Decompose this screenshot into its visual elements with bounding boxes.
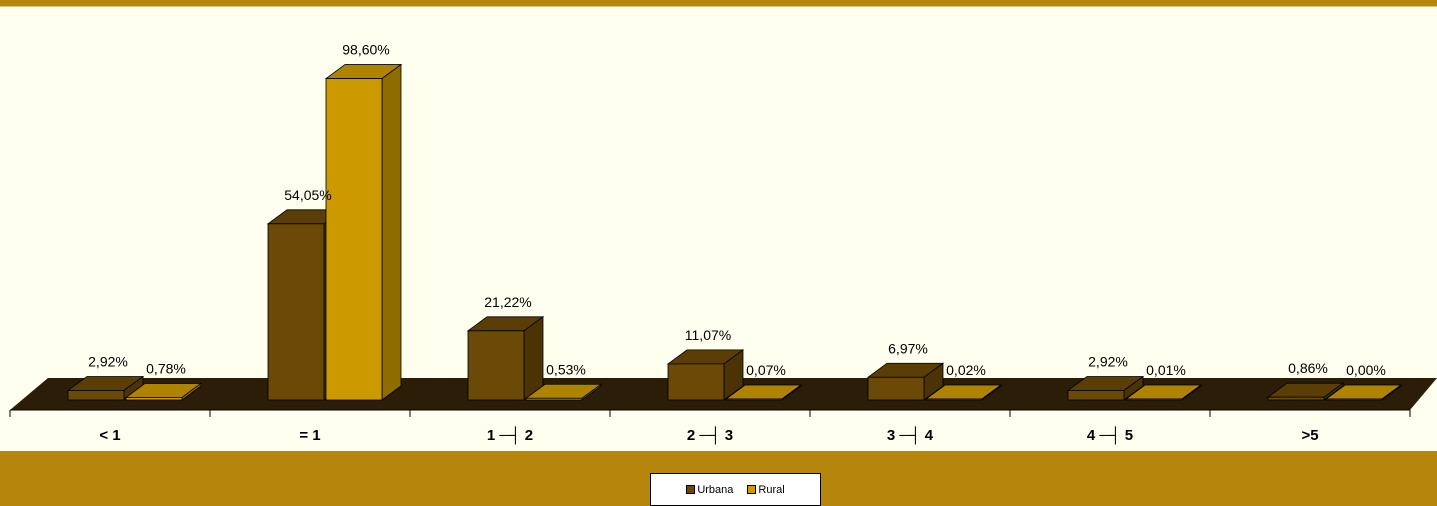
bar-urbana: [866, 362, 945, 401]
bar-urbana: [66, 375, 145, 401]
value-labels: 2,92% 0,78% 54,05% 98,60% 21,22% 0,53% 11,07% 0…: [88, 42, 1386, 378]
legend-swatch-urbana: [686, 485, 696, 494]
value-label: 0,07%: [746, 362, 786, 378]
legend-item-urbana: Urbana: [686, 484, 733, 496]
bar-front-face: [1267, 396, 1325, 401]
legend-label-urbana: Urbana: [697, 483, 734, 496]
category-label: 3 ─┤ 4: [887, 426, 934, 445]
value-label: 98,60%: [342, 42, 389, 58]
bar-front-face: [467, 330, 525, 401]
bar-front-face: [325, 78, 383, 401]
bar-urbana: [466, 316, 545, 401]
value-label: 2,92%: [1088, 353, 1128, 369]
bar-rural: [1124, 384, 1203, 401]
bar-rural: [1324, 384, 1403, 401]
bar-urbana: [1066, 375, 1145, 401]
bar-rural: [124, 382, 203, 401]
bar-front-face: [1067, 390, 1125, 401]
bar-front-face: [125, 397, 183, 401]
value-label: 0,78%: [146, 360, 186, 376]
value-label: 0,53%: [546, 361, 586, 377]
category-ticks: [9, 410, 1411, 417]
value-label: 0,02%: [946, 362, 986, 378]
bar-rural: [724, 384, 803, 401]
category-label: < 1: [99, 427, 120, 444]
bar-front-face: [1125, 398, 1183, 401]
bar-front-face: [525, 397, 583, 401]
bar-front-face: [267, 223, 325, 401]
bar-side-face: [381, 63, 402, 401]
legend-swatch-rural: [747, 485, 757, 494]
legend-label-rural: Rural: [758, 483, 785, 496]
bar-front-face: [925, 398, 983, 401]
legend-item-rural: Rural: [747, 483, 785, 496]
bar-rural: [524, 383, 603, 401]
category-label: 1 ─┤ 2: [487, 426, 533, 445]
bar-front-face: [667, 363, 725, 401]
category-label: 4 ─┤ 5: [1087, 426, 1133, 445]
value-label: 0,86%: [1288, 360, 1328, 376]
category-label: 2 ─┤ 3: [687, 426, 733, 445]
category-label: >5: [1301, 427, 1318, 444]
bar-front-face: [67, 390, 125, 401]
bar-front-face: [1325, 398, 1383, 401]
bar-rural: [924, 384, 1003, 401]
value-label: 6,97%: [888, 340, 928, 356]
legend: Urbana Rural: [650, 473, 821, 506]
value-label: 0,00%: [1346, 362, 1386, 378]
value-label: 0,01%: [1146, 362, 1186, 378]
value-label: 54,05%: [284, 187, 331, 203]
value-label: 2,92%: [88, 353, 128, 369]
category-labels: < 1 = 1 1 ─┤ 2 2 ─┤ 3 3 ─┤ 4 4 ─┤ 5 >5: [99, 426, 1318, 445]
category-label: = 1: [299, 427, 320, 444]
value-label: 11,07%: [685, 327, 731, 343]
value-label: 21,22%: [484, 294, 531, 310]
bar-front-face: [725, 398, 783, 401]
bar-front-face: [867, 376, 925, 401]
bars-group: [66, 63, 1403, 401]
bar-rural: [324, 63, 403, 401]
bar-urbana: [666, 349, 745, 401]
